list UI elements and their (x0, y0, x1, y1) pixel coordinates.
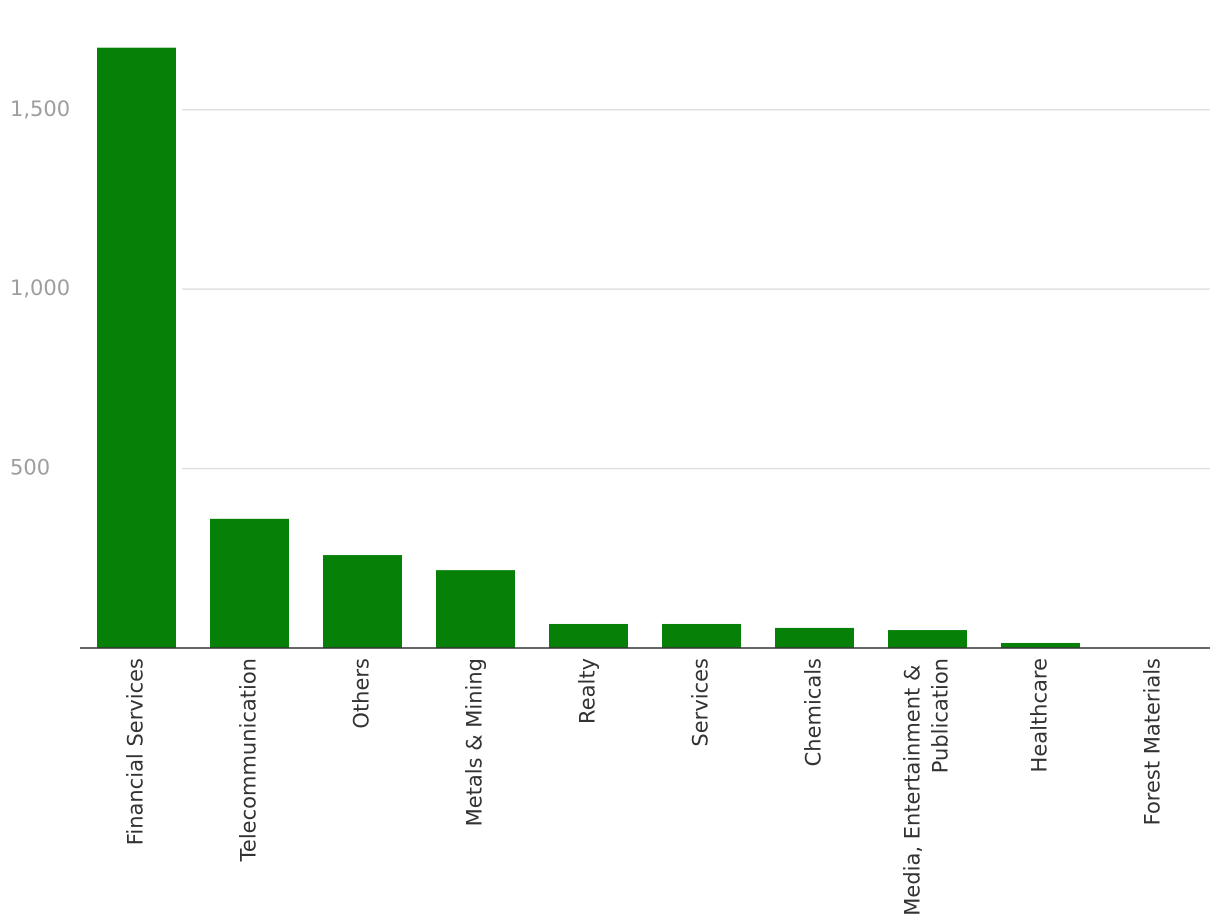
x-tick-label: Forest Materials (1141, 658, 1165, 825)
x-tick-label: Chemicals (802, 658, 826, 766)
bar (775, 627, 854, 648)
x-tick-label: Financial Services (124, 658, 148, 845)
bar (436, 570, 515, 648)
bar (888, 630, 967, 648)
y-tick-label: 500 (10, 456, 50, 480)
x-tick-label: Metals & Mining (463, 658, 487, 826)
y-tick-label: 1,500 (10, 97, 70, 121)
x-tick-label: Media, Entertainment & Publication (901, 658, 953, 916)
bar (1001, 642, 1080, 648)
x-tick-label: Telecommunication (237, 658, 261, 862)
bar (662, 623, 741, 648)
x-tick-label: Services (689, 658, 713, 747)
y-tick-label: 1,000 (10, 276, 70, 300)
bar (97, 47, 176, 649)
bar (549, 623, 628, 648)
bar (323, 555, 402, 648)
x-tick-label: Realty (576, 658, 600, 724)
x-tick-label: Healthcare (1028, 658, 1052, 772)
bar (210, 518, 289, 648)
x-tick-label: Others (350, 658, 374, 729)
